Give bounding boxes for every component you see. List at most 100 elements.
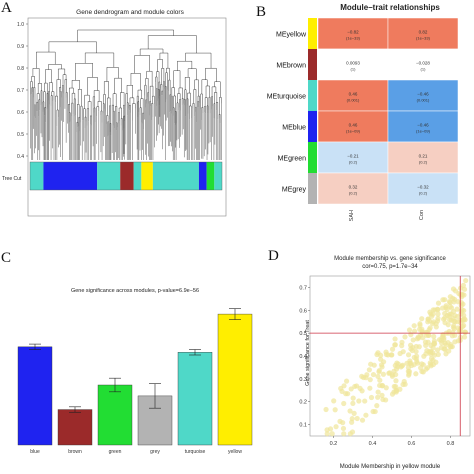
heatmap-cell [317,48,389,81]
scatter-point [415,334,421,340]
module-bar-segment-blue [198,162,207,190]
module-color-bar [29,161,223,191]
scatter-point [417,322,423,328]
heatmap-cell-value: −0.46 [417,92,429,97]
scatter-point [379,364,385,370]
scatter-point [372,408,378,415]
heatmap-row-color-MEyellow [308,18,317,49]
heatmap-row-color-MEgreen [308,142,317,173]
scatter-point [461,334,468,340]
scatter-point [359,388,365,394]
module-trait-heatmap: MEyellow −0.82(1e−33)0.82(1e−33)MEbrown 0.… [267,17,459,221]
scatter-point [427,325,433,331]
scatter-point [405,364,412,371]
scatter-point [406,327,413,333]
scatter-point [388,352,394,358]
scatter-point [350,400,356,406]
scatter-point [341,383,347,389]
scatter-point [413,356,419,362]
dendrogram-y-tick-label: 0.8 [17,66,24,72]
scatter-point [454,306,460,312]
dendrogram-y-tick-label: 0.5 [17,132,24,138]
heatmap-row-label: MEgreen [278,156,307,163]
dendrogram-y-tick-label: 0.4 [17,154,24,160]
scatter-point [461,286,468,292]
heatmap-cell-value: −0.028 [416,61,430,66]
bar-panel: blue brown green grey turquoise yellow [17,308,253,455]
scatter-point [389,391,396,397]
heatmap-row-label: MEyellow [276,32,307,39]
module-bar-segment-brown [120,162,134,190]
heatmap-cell [387,79,459,112]
scatter-point [359,417,366,423]
module-bar-segment-green [206,162,215,190]
scatter-point [354,415,360,422]
scatter-point [406,371,412,377]
scatter-point [442,346,448,352]
scatter-point [374,403,380,409]
scatter-point [375,389,381,395]
scatter-point [383,385,389,391]
scatter-point [413,371,419,377]
bar-label: green [109,449,122,455]
scatter-title: Module membership vs. gene significance [334,256,446,262]
scatter-point [417,326,423,332]
scatter-point [419,316,425,322]
module-bar-segment-turquoise [214,162,222,190]
heatmap-row-color-MEblue [308,111,317,142]
heatmap-cell [387,110,459,143]
scatter-point [377,356,384,362]
heatmap-panel: MEyellow −0.82(1e−33)0.82(1e−33)MEbrown 0.… [267,17,459,221]
scatter-point [375,394,381,400]
heatmap-title: Module–trait relationships [340,3,440,12]
scatter-point [392,342,398,348]
heatmap-row-label: MEblue [282,125,306,132]
scatter-point [413,343,419,350]
scatter-point [323,406,329,413]
scatter-y-tick-label: 0.7 [299,285,307,291]
scatter-point [455,338,461,344]
scatter-point [363,375,369,381]
scatter-subtitle: cor=0.75, p=1.7e−34 [362,264,418,270]
heatmap-cell-pvalue: (1e−09) [346,129,361,134]
scatter-point [366,367,372,373]
scatter-point [377,377,383,383]
scatter-point [397,350,403,357]
scatter-point [411,328,418,334]
heatmap-cell-pvalue: (1) [421,67,427,72]
heatmap-cell-value: 0.46 [349,123,358,128]
dendrogram-y-tick-label: 0.9 [17,44,24,50]
heatmap-cell-pvalue: (0.001) [417,98,430,103]
scatter-y-label: Gene significance for Treat [305,320,311,386]
bar-label: turquoise [185,449,206,455]
scatter-point [428,348,434,354]
scatter-point [399,343,405,349]
heatmap-cell-pvalue: (0.2) [349,160,358,165]
scatter-point [462,329,468,335]
scatter-point [440,316,447,322]
scatter-x-tick-label: 0.4 [369,441,377,447]
scatter-point [356,398,362,404]
scatter-point [449,333,455,339]
bar-blue [17,346,53,446]
scatter-point [347,408,353,414]
scatter-point [393,378,399,384]
scatter-point [350,395,356,401]
dendrogram-frame [27,17,227,217]
scatter-point [433,359,439,365]
scatter-x-tick-label: 0.8 [447,441,455,447]
bar-label: brown [68,449,82,455]
scatter-y-tick-label: 0.3 [299,377,307,383]
scatter-y-tick-label: 0.2 [299,400,307,406]
heatmap-row-label: MEturquoise [267,94,306,101]
dendrogram-y-tick-label: 1.0 [17,22,24,28]
scatter-point [389,372,395,378]
scatter-point [376,367,382,374]
scatter-point [459,291,465,297]
scatter-point [339,388,345,394]
scatter-point [379,392,385,398]
heatmap-cell-pvalue: (0.2) [419,191,428,196]
scatter-point [413,348,419,355]
scatter-point [410,337,416,343]
heatmap-cell-pvalue: (1) [351,67,357,72]
